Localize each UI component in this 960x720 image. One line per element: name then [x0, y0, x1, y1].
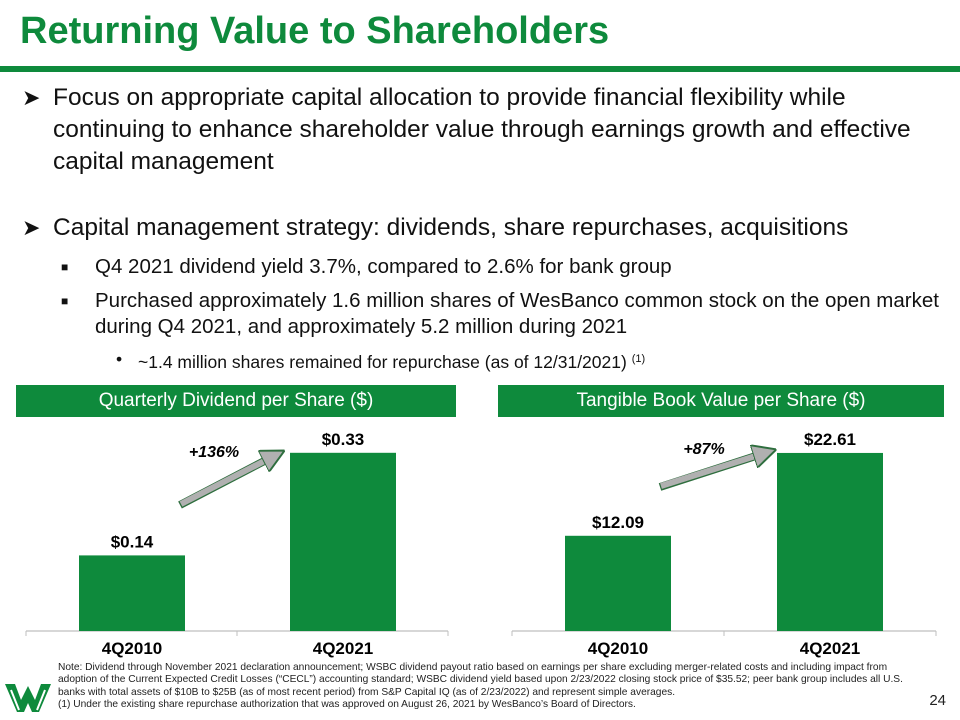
arrow-bullet-icon: ➤ [22, 215, 41, 240]
footnotes: Note: Dividend through November 2021 dec… [58, 662, 918, 711]
bar-4q2021 [777, 452, 883, 631]
category-label: 4Q2010 [102, 639, 163, 658]
bar-label: $12.09 [592, 513, 644, 532]
tbv-chart-header: Tangible Book Value per Share ($) [498, 385, 944, 417]
tbv-chart: $12.09 $22.61 4Q2010 4Q2021 +87% [511, 430, 937, 658]
page-title: Returning Value to Shareholders [20, 10, 610, 52]
category-label: 4Q2021 [313, 639, 374, 658]
bar-label: $0.14 [111, 532, 154, 551]
bar-label: $22.61 [804, 430, 856, 449]
sub-sub-bullet-text: ~1.4 million shares remained for repurch… [138, 348, 916, 373]
logo-w-shape [5, 684, 51, 712]
bar-label: $0.33 [322, 430, 365, 449]
logo-highlight [10, 689, 46, 711]
sub-bullet-share-purchases: ■ Purchased approximately 1.6 million sh… [61, 288, 941, 340]
arrow-bullet-icon: ➤ [22, 85, 41, 110]
category-label: 4Q2021 [800, 639, 861, 658]
growth-percent: +87% [683, 441, 724, 458]
footnote-text: (1) Under the existing share repurchase … [58, 698, 636, 710]
note-text: Note: Dividend through November 2021 dec… [58, 662, 903, 698]
square-bullet-icon: ■ [61, 260, 69, 274]
remaining-shares-text: ~1.4 million shares remained for repurch… [138, 352, 627, 372]
bar-4q2021 [290, 452, 396, 631]
dividend-chart: $0.14 $0.33 4Q2010 4Q2021 +136% [25, 430, 449, 658]
growth-percent: +136% [189, 444, 239, 461]
bullet-text: Focus on appropriate capital allocation … [53, 84, 911, 175]
wesbanco-logo [5, 684, 51, 712]
bar-4q2010 [79, 555, 185, 631]
growth-arrow-icon [660, 453, 765, 489]
title-divider [0, 66, 960, 72]
growth-arrow-icon [179, 456, 274, 507]
bullet-text: Capital management strategy: dividends, … [53, 214, 849, 241]
charts-area: $0.14 $0.33 4Q2010 4Q2021 +136% $12.09 $… [25, 430, 937, 658]
page-number: 24 [929, 692, 946, 709]
sub-sub-bullet-remaining-shares: • ~1.4 million shares remained for repur… [116, 348, 916, 373]
bullet-capital-strategy: ➤ Capital management strategy: dividends… [22, 212, 942, 244]
dividend-chart-header: Quarterly Dividend per Share ($) [16, 385, 456, 417]
dot-bullet-icon: • [116, 349, 123, 369]
sub-bullet-text: Q4 2021 dividend yield 3.7%, compared to… [95, 255, 672, 278]
category-label: 4Q2010 [588, 639, 649, 658]
bar-4q2010 [565, 535, 671, 631]
sub-bullet-text: Purchased approximately 1.6 million shar… [95, 289, 939, 338]
sub-bullet-dividend-yield: ■ Q4 2021 dividend yield 3.7%, compared … [61, 254, 941, 280]
square-bullet-icon: ■ [61, 294, 69, 308]
bullet-capital-allocation: ➤ Focus on appropriate capital allocatio… [22, 82, 942, 178]
footnote-ref: (1) [631, 353, 646, 365]
